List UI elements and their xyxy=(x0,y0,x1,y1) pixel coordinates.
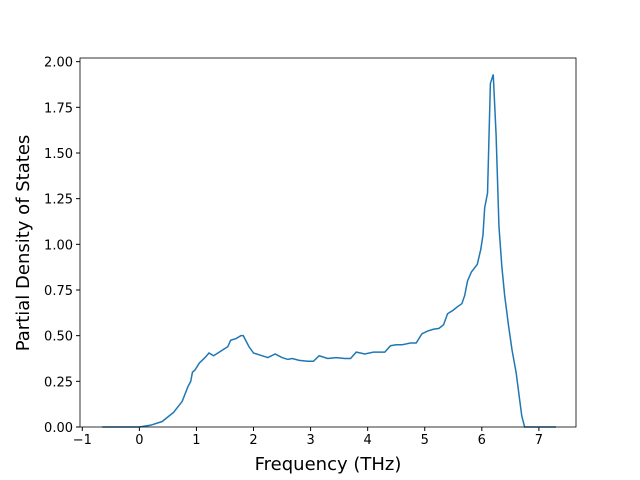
y-tick-label: 0.50 xyxy=(44,330,73,345)
x-tick-label: 1 xyxy=(192,433,200,448)
x-axis-label: Frequency (THz) xyxy=(255,454,402,475)
y-tick-label: 0.00 xyxy=(44,421,73,436)
y-tick-label: 2.00 xyxy=(44,56,73,71)
x-tick-label: 2 xyxy=(249,433,257,448)
x-tick-label: 6 xyxy=(478,433,486,448)
y-axis-label: Partial Density of States xyxy=(13,135,34,352)
plot-frame xyxy=(79,57,577,428)
x-tick-label: 7 xyxy=(535,433,543,448)
x-tick-label: 4 xyxy=(364,433,372,448)
y-tick-label: 1.00 xyxy=(44,238,73,253)
y-tick-label: 0.25 xyxy=(44,375,73,390)
y-tick-label: 0.75 xyxy=(44,284,73,299)
data-line xyxy=(102,74,557,428)
x-tick-label: −1 xyxy=(73,433,92,448)
y-tick-label: 1.25 xyxy=(44,193,73,208)
x-tick-label: 5 xyxy=(421,433,429,448)
y-tick-label: 1.50 xyxy=(44,147,73,162)
x-tick-label: 3 xyxy=(306,433,314,448)
y-tick-label: 1.75 xyxy=(44,101,73,116)
x-tick-label: 0 xyxy=(135,433,143,448)
